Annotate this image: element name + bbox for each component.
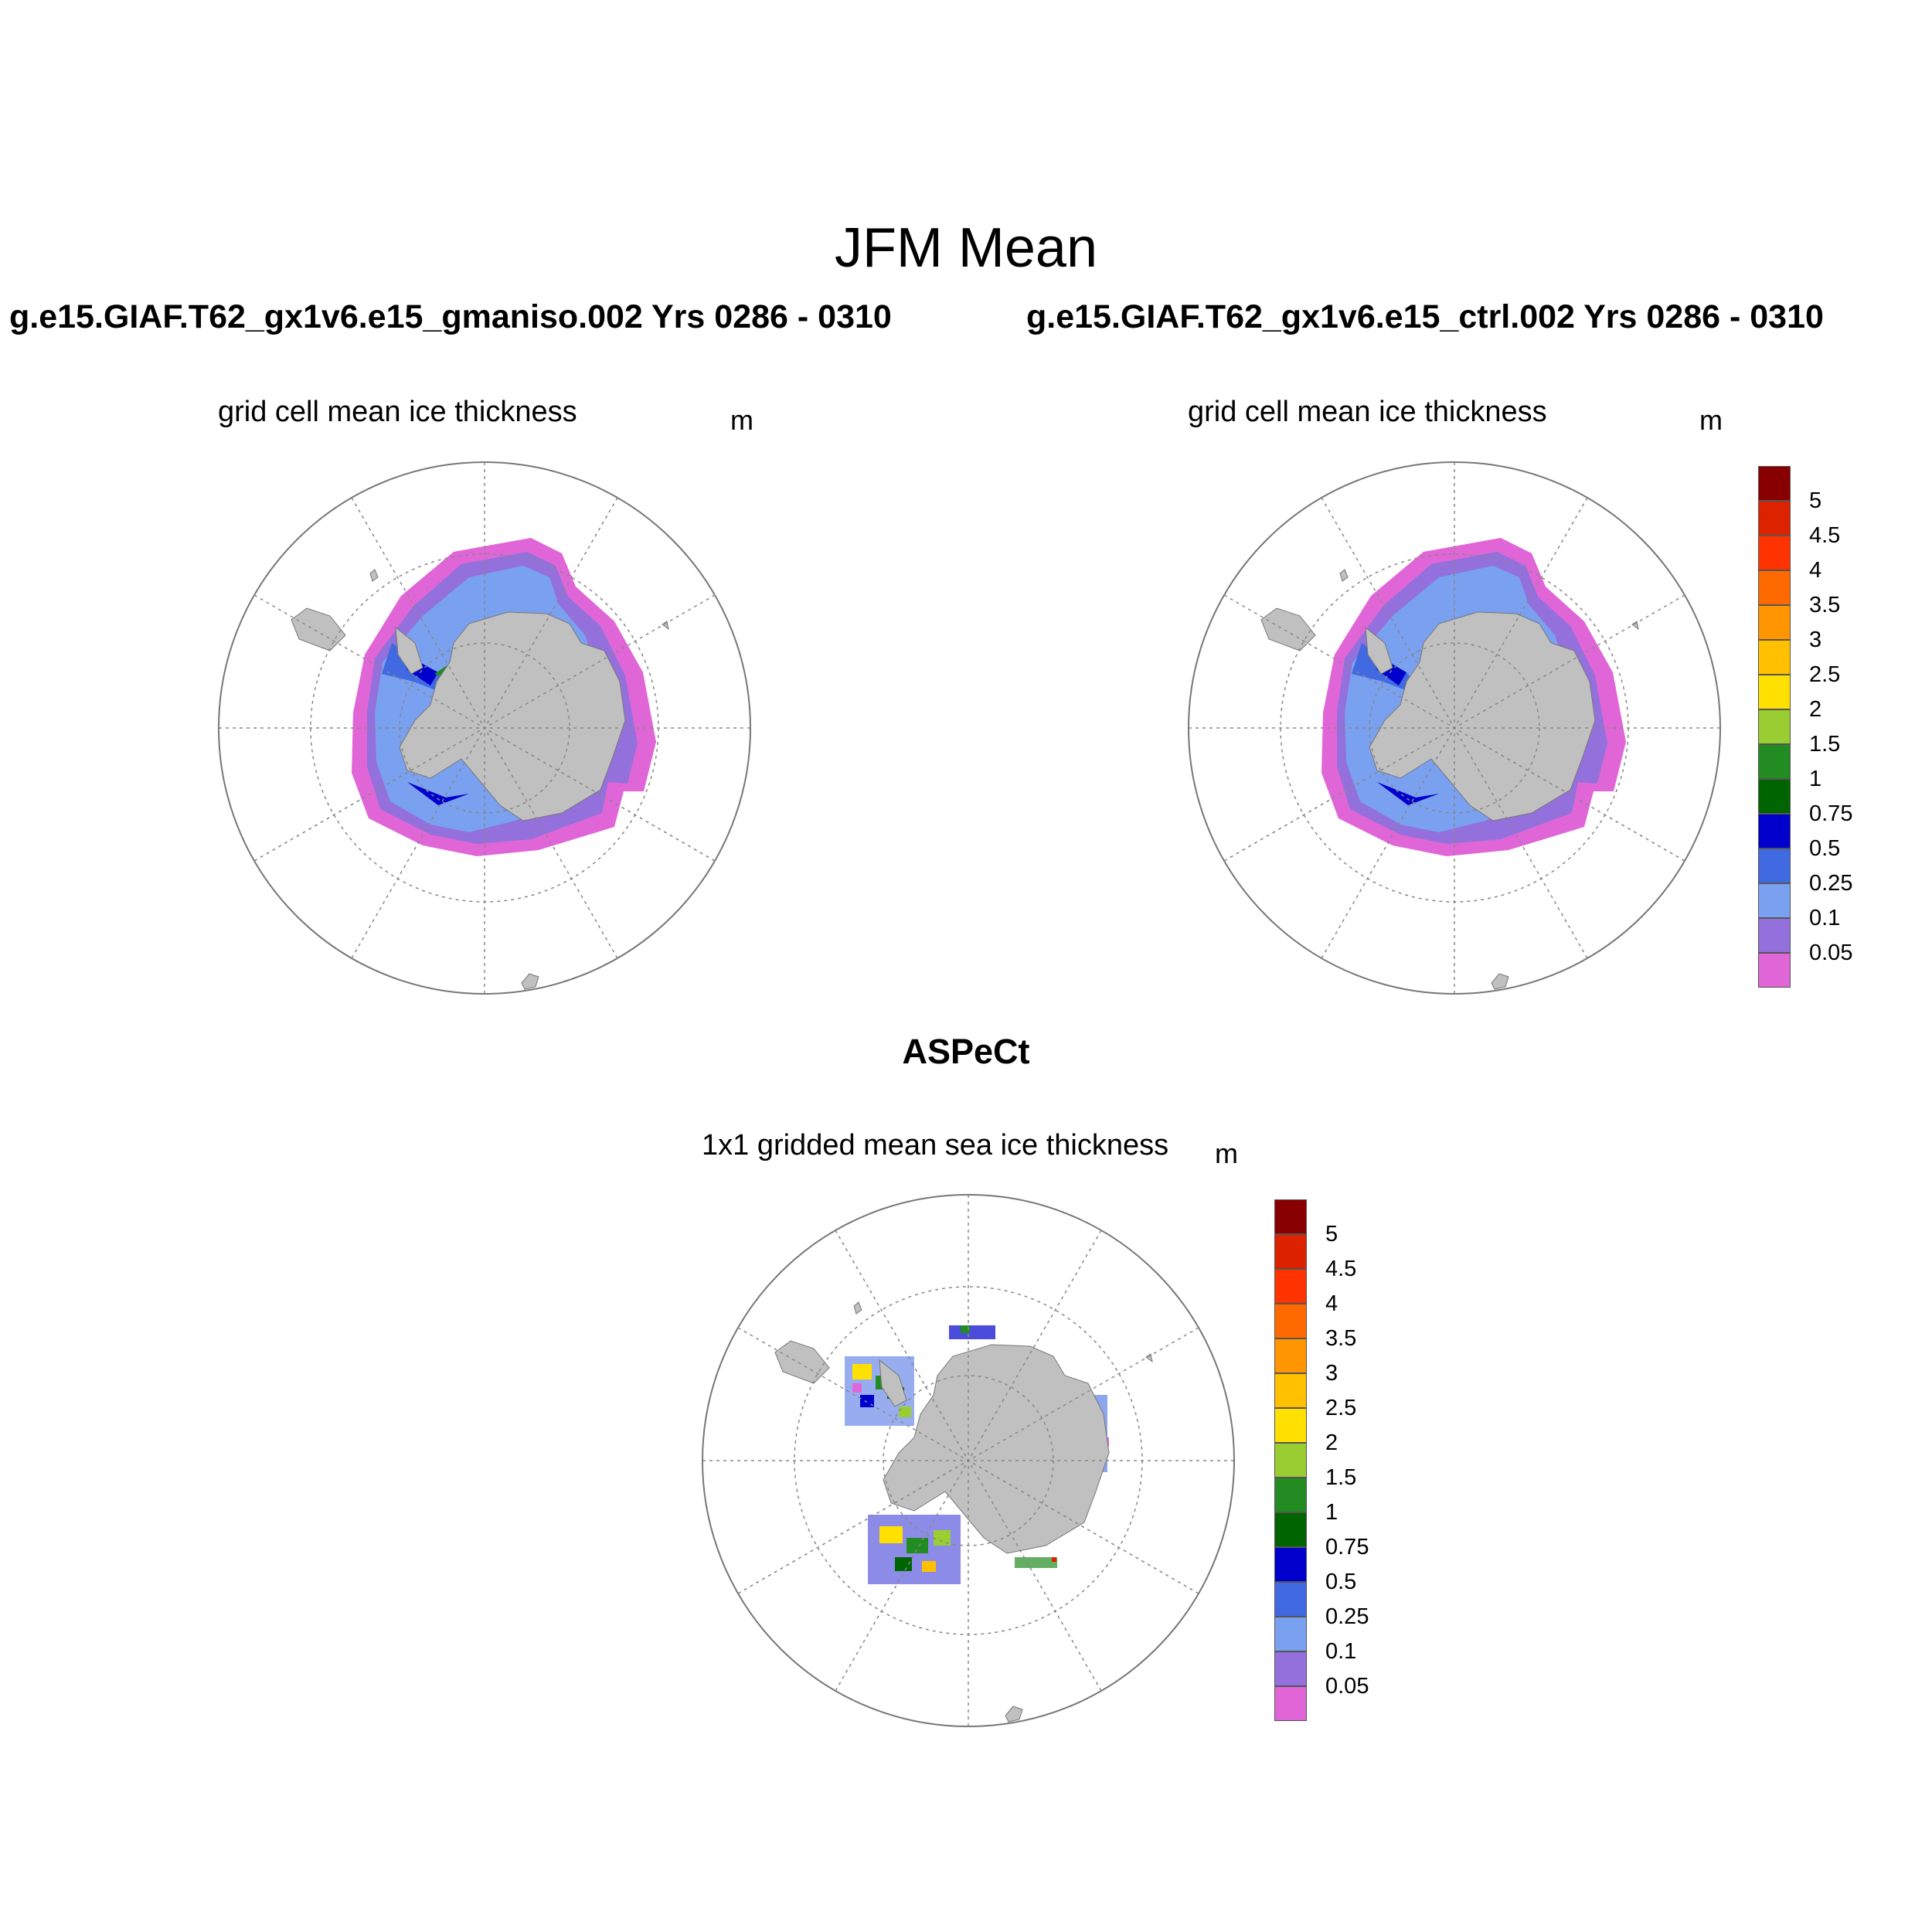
polar-map-panel-2 (1188, 461, 1721, 995)
graticule (1189, 462, 1720, 994)
colorbar-swatch (1274, 1338, 1307, 1373)
colorbar-label: 4.5 (1809, 523, 1841, 548)
colorbar-label: 0.5 (1809, 836, 1841, 861)
colorbar-label: 3.5 (1809, 593, 1841, 617)
colorbar-label: 5 (1325, 1222, 1338, 1247)
colorbar-swatch (1274, 1408, 1307, 1443)
colorbar-swatch (1274, 1651, 1307, 1686)
colorbar-label: 3 (1325, 1361, 1338, 1386)
colorbar-swatch (1758, 744, 1791, 779)
graticule (702, 1195, 1234, 1726)
colorbar-swatch (1758, 466, 1791, 501)
colorbar-swatch (1758, 501, 1791, 536)
antarctica-landmass (1260, 569, 1639, 990)
colorbar-label: 1.5 (1809, 732, 1841, 757)
colorbar-swatch (1758, 814, 1791, 849)
panel-2-case-title: g.e15.GIAF.T62_gx1v6.e15_ctrl.002 Yrs 02… (1026, 298, 1824, 335)
colorbar-swatch (1758, 953, 1791, 988)
colorbar-label: 1 (1325, 1500, 1338, 1525)
antarctica-landmass (291, 569, 669, 990)
colorbar-label: 4.5 (1325, 1257, 1357, 1281)
colorbar-swatch (1274, 1373, 1307, 1408)
colorbar-swatch (1274, 1686, 1307, 1721)
colorbar-swatch (1758, 605, 1791, 640)
colorbar-label: 3.5 (1325, 1326, 1357, 1351)
figure-title: JFM Mean (834, 217, 1098, 279)
graticule (219, 462, 750, 994)
panel-3-subtitle: 1x1 gridded mean sea ice thickness (702, 1129, 1169, 1162)
colorbar-label: 2 (1809, 697, 1822, 722)
colorbar-top: 0.05 0.1 0.25 0.5 0.75 1 1.5 2 2.5 3 3.5 4 4.5 5 (1758, 466, 1852, 988)
panel-1-case-title: g.e15.GIAF.T62_gx1v6.e15_gmaniso.002 Yrs… (9, 298, 892, 335)
colorbar-label: 2.5 (1809, 662, 1841, 687)
colorbar-label: 2.5 (1325, 1396, 1357, 1420)
antarctica-landmass (774, 1301, 1153, 1723)
colorbar-swatch (1274, 1478, 1307, 1512)
colorbar-swatch (1274, 1234, 1307, 1269)
colorbar-swatch (1274, 1512, 1307, 1547)
colorbar-label: 0.25 (1325, 1604, 1369, 1629)
colorbar-label: 4 (1809, 558, 1822, 583)
colorbar-bottom: 0.05 0.1 0.25 0.5 0.75 1 1.5 2 2.5 3 3.5 4 4.5 5 (1274, 1199, 1369, 1721)
colorbar-label: 0.75 (1325, 1535, 1369, 1560)
colorbar-swatch (1274, 1304, 1307, 1338)
colorbar-swatch (1758, 709, 1791, 744)
panel-2-subtitle: grid cell mean ice thickness (1188, 396, 1547, 428)
colorbar-label: 1.5 (1325, 1465, 1357, 1490)
colorbar-swatch (1274, 1199, 1307, 1234)
colorbar-swatch (1274, 1269, 1307, 1304)
colorbar-label: 5 (1809, 488, 1822, 513)
panel-3-units: m (1215, 1138, 1238, 1169)
colorbar-label: 0.1 (1325, 1639, 1357, 1664)
colorbar-label: 2 (1325, 1430, 1338, 1455)
colorbar-swatch (1274, 1617, 1307, 1651)
colorbar-label: 0.05 (1325, 1674, 1369, 1699)
panel-1-subtitle: grid cell mean ice thickness (218, 396, 577, 428)
colorbar-swatch (1274, 1582, 1307, 1617)
colorbar-label: 3 (1809, 628, 1822, 652)
colorbar-swatch (1758, 779, 1791, 814)
colorbar-swatch (1758, 883, 1791, 918)
polar-map-panel-1 (218, 461, 751, 995)
colorbar-label: 0.75 (1809, 801, 1853, 826)
colorbar-label: 0.5 (1325, 1570, 1357, 1594)
colorbar-swatch (1758, 849, 1791, 883)
panel-2-units: m (1699, 404, 1723, 436)
panel-1-units: m (730, 404, 753, 436)
colorbar-swatch (1758, 570, 1791, 605)
colorbar-label: 4 (1325, 1291, 1338, 1316)
colorbar-swatch (1758, 640, 1791, 675)
panel-3-case-title: ASPeCt (902, 1032, 1030, 1071)
colorbar-label: 1 (1809, 767, 1822, 791)
colorbar-swatch (1274, 1547, 1307, 1582)
colorbar-swatch (1274, 1443, 1307, 1478)
polar-map-panel-3 (702, 1194, 1235, 1727)
colorbar-label: 0.25 (1809, 871, 1853, 896)
colorbar-swatch (1758, 675, 1791, 709)
colorbar-label: 0.1 (1809, 906, 1841, 930)
colorbar-swatch (1758, 536, 1791, 570)
colorbar-label: 0.05 (1809, 940, 1853, 965)
colorbar-swatch (1758, 918, 1791, 953)
